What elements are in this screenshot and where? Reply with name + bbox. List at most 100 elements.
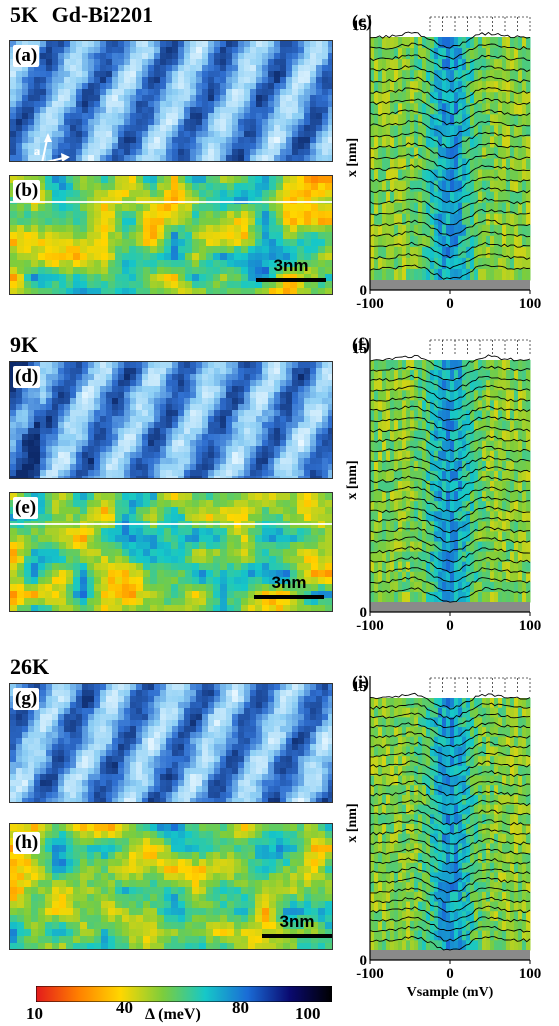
linecut-curve	[369, 186, 531, 204]
colorbar-tick-80: 80	[232, 998, 249, 1017]
y-tick-label: 0	[360, 283, 368, 299]
linecut-top-grid	[429, 339, 531, 354]
topo-panel-g: (g)	[9, 683, 333, 803]
linecut-curve	[369, 935, 531, 951]
linecut-curve	[369, 109, 531, 126]
panel-label-h: (h)	[13, 832, 41, 854]
linecut-floor	[370, 280, 530, 290]
y-tick-label: 15	[352, 679, 367, 695]
linecut-curve	[369, 76, 531, 93]
linecut-curve	[370, 31, 531, 49]
linecut-curve	[369, 556, 531, 574]
linecut-curve	[369, 896, 531, 913]
linecut-floor	[370, 602, 530, 612]
linecut-curve	[369, 876, 531, 894]
linecut-curve	[369, 354, 531, 370]
linecut-curve	[369, 197, 531, 215]
y-tick-label: 0	[360, 953, 368, 969]
linecut-curve	[369, 848, 531, 865]
linecut-curve	[369, 252, 531, 270]
linecut-curve	[369, 241, 530, 259]
linecut-curve	[369, 131, 530, 149]
linecut-curve	[369, 546, 531, 563]
topo-panel-d: (d)	[9, 361, 333, 479]
linecut-curve	[369, 486, 531, 502]
linecut-curve	[369, 475, 531, 493]
scalebar-bar-b	[256, 278, 326, 282]
panel-label-line: (f)	[352, 336, 370, 355]
linecut-curve	[369, 374, 531, 392]
linecut-curve	[369, 54, 531, 70]
gap-panel-e: (e) 3nm	[9, 492, 333, 612]
gap-map-b	[10, 176, 332, 294]
linecut-curve	[369, 505, 530, 522]
lattice-axes-icon: a b	[34, 133, 70, 161]
linecut-curve	[369, 264, 531, 280]
linecut-curve	[369, 395, 531, 411]
panel-label-line: (c)	[352, 11, 372, 32]
linecut-curve	[369, 230, 531, 248]
panel-label-e: (e)	[13, 497, 39, 519]
linecut-curve	[369, 465, 531, 483]
row-title-9k: 9K	[10, 332, 39, 357]
y-axis-label: x [nm]	[345, 138, 360, 177]
gap-panel-h: (h) 3nm	[9, 823, 333, 950]
sample-name: Gd-Bi2201	[51, 2, 154, 27]
linecut-curve	[370, 576, 531, 593]
linecut-curve	[369, 916, 531, 932]
x-tick-label: 0	[446, 296, 454, 312]
linecut-curve	[369, 819, 531, 835]
temperature-5k: 5K	[10, 2, 39, 27]
linecut-curve	[369, 536, 531, 553]
linecut-top-grid	[429, 677, 531, 692]
linecut-curve	[369, 790, 531, 806]
linecut-curve	[370, 857, 531, 874]
scalebar-label-b: 3nm	[273, 256, 309, 275]
linecut-curve	[370, 887, 531, 903]
colorbar-tick-10: 10	[26, 1004, 43, 1023]
linecut-marker-b	[10, 201, 332, 203]
topo-image-g	[10, 684, 332, 802]
linecut-curve	[369, 153, 531, 170]
panel-label-b: (b)	[13, 180, 41, 202]
row-title-26k: 26K	[10, 654, 50, 679]
y-axis-label: x [nm]	[345, 460, 360, 499]
linecut-curve	[369, 176, 531, 193]
linecut-fill	[370, 37, 531, 281]
x-tick-label: 100	[519, 966, 542, 982]
linecut-curve	[369, 722, 531, 739]
linecut-curve	[369, 142, 531, 159]
linecut-curve	[369, 435, 531, 452]
linecut-curve	[369, 526, 531, 543]
topo-panel-a: (a) a b	[9, 40, 333, 162]
linecut-curve	[369, 65, 531, 83]
linecut-curve	[369, 405, 531, 422]
linecut-curve	[369, 760, 531, 778]
x-tick-label: 100	[519, 618, 542, 634]
linecut-curve	[369, 208, 531, 226]
topo-image-a	[10, 41, 332, 161]
linecut-curve	[369, 455, 531, 472]
linecut-curve	[369, 925, 531, 942]
x-axis-label: Vsample (mV)	[407, 985, 494, 1000]
linecut-curve	[369, 770, 531, 787]
linecut-curve	[369, 516, 531, 534]
linecut-curve	[369, 712, 531, 728]
linecut-curve	[369, 692, 531, 710]
linecut-curve	[369, 905, 531, 923]
y-axis-label: x [nm]	[345, 803, 360, 842]
topo-image-d	[10, 362, 332, 478]
linecut-top-grid	[429, 16, 531, 31]
gap-map-e	[10, 493, 332, 611]
linecut-fill	[370, 360, 531, 603]
panel-label-a: (a)	[13, 45, 40, 67]
linecut-curve	[369, 42, 531, 60]
linecut-curves	[369, 354, 531, 603]
panel-label-g: (g)	[13, 688, 40, 710]
linecut-curve	[369, 385, 531, 402]
panel-label-d: (d)	[13, 366, 41, 388]
gap-panel-b: (b) 3nm	[9, 175, 333, 295]
linecut-curves	[369, 31, 531, 280]
linecut-curve	[369, 828, 531, 845]
